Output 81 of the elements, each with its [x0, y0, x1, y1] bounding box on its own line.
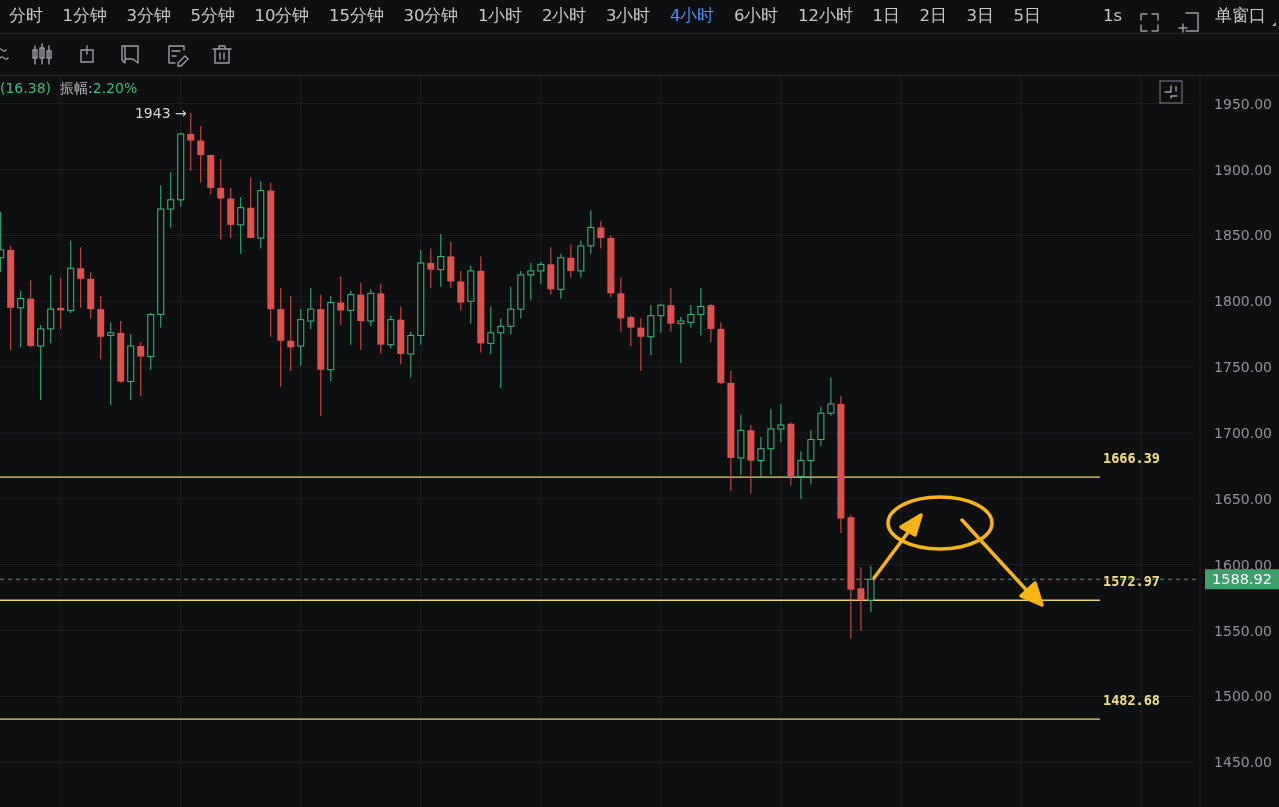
text: 6小时	[734, 5, 779, 25]
text: 2日	[919, 5, 947, 25]
candlestick	[657, 303, 665, 334]
text: 1分钟	[62, 5, 107, 25]
candlestick	[197, 125, 205, 184]
candlestick	[687, 304, 695, 329]
annotation: (16.38)	[0, 80, 52, 96]
candlestick	[567, 244, 575, 279]
ref-line-label: 1572.97	[1103, 573, 1160, 590]
candlestick	[17, 290, 25, 348]
candlestick	[597, 220, 605, 250]
candlestick	[37, 324, 45, 401]
y-tick-label: 1750.00	[1214, 359, 1272, 376]
text: 1小时	[478, 5, 523, 25]
candlestick	[107, 321, 115, 406]
candlestick	[187, 112, 195, 172]
text: 分时	[9, 5, 43, 25]
text: 12小时	[798, 5, 853, 25]
text: 15分钟	[329, 5, 384, 25]
candlestick	[137, 341, 145, 397]
annotation: 1943 →	[134, 104, 188, 121]
y-tick-label: 1850.00	[1214, 227, 1272, 244]
text: 2小时	[542, 5, 587, 25]
y-tick-label: 1550.00	[1214, 622, 1272, 639]
candlestick	[507, 286, 515, 335]
y-tick-label: 1800.00	[1214, 293, 1272, 310]
candlestick	[307, 287, 315, 330]
annotation: 振幅:	[60, 80, 93, 96]
y-tick-label: 1500.00	[1214, 688, 1272, 705]
candlestick	[867, 565, 875, 613]
candlestick	[457, 270, 465, 311]
candlestick	[217, 158, 225, 240]
candlestick	[767, 408, 775, 476]
candlestick	[827, 377, 835, 417]
text: 30分钟	[403, 5, 459, 25]
candlestick	[497, 317, 505, 389]
text: 10分钟	[254, 5, 310, 25]
ref-line-label: 1588.92	[1212, 571, 1272, 588]
candlestick	[777, 403, 785, 443]
y-tick-label: 1700.00	[1214, 424, 1272, 441]
ref-line-label: 1666.39	[1103, 450, 1160, 467]
candlestick	[407, 331, 415, 379]
candlestick	[797, 450, 805, 500]
text: 1日	[872, 5, 900, 25]
text: 3小时	[606, 5, 651, 25]
y-tick-label: 1900.00	[1214, 161, 1272, 178]
candlestick	[697, 287, 705, 336]
text: 5分钟	[190, 5, 235, 25]
candlestick	[627, 315, 635, 347]
y-tick-label: 1450.00	[1214, 754, 1272, 771]
candlestick	[427, 248, 435, 289]
y-tick-label: 1600.00	[1214, 556, 1272, 573]
candlestick	[757, 436, 765, 477]
text: 单窗口	[1215, 5, 1266, 25]
candlestick	[807, 429, 815, 485]
candlestick	[237, 196, 245, 255]
text: 3分钟	[126, 5, 171, 25]
candlestick	[707, 303, 715, 343]
candlestick	[287, 295, 295, 372]
candlestick	[347, 290, 355, 346]
annotation: 2.20%	[92, 80, 138, 96]
candlestick	[637, 317, 645, 372]
candlestick	[437, 233, 445, 288]
candlestick	[47, 274, 55, 344]
candlestick	[667, 287, 675, 333]
candlestick	[167, 171, 175, 228]
text: 3日	[966, 5, 994, 25]
ref-line-label: 1482.68	[1103, 692, 1160, 709]
candlestick	[677, 316, 685, 364]
y-tick-label: 1650.00	[1214, 490, 1272, 507]
candlestick	[647, 304, 655, 356]
candlestick	[487, 306, 495, 355]
text: 4小时	[670, 5, 715, 25]
candlestick	[77, 246, 85, 309]
text: 1s	[1103, 5, 1123, 25]
candlestick	[857, 566, 865, 632]
candlestick	[527, 262, 535, 301]
text: 5日	[1013, 5, 1041, 25]
candlestick	[587, 209, 595, 255]
y-tick-label: 1950.00	[1214, 95, 1272, 112]
candlestick	[537, 261, 545, 285]
